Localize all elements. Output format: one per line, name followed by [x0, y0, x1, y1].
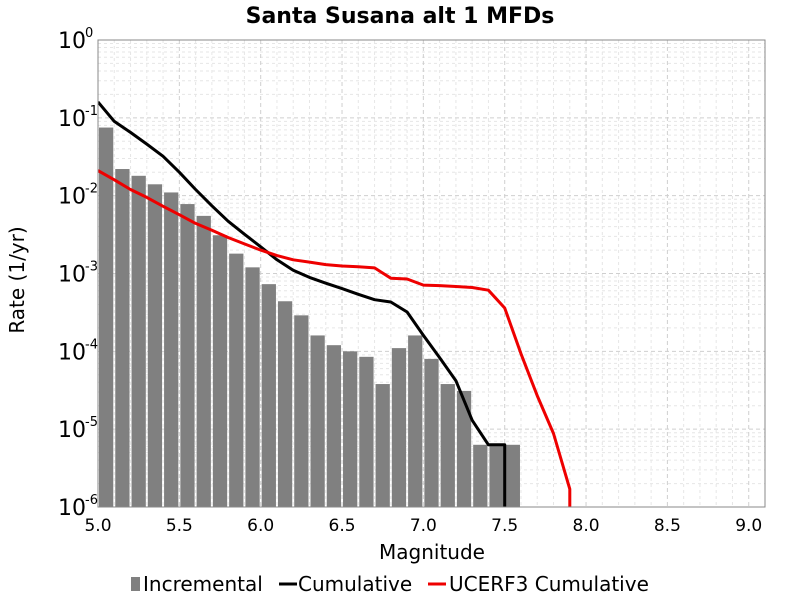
x-tick-label: 5.0: [84, 516, 111, 536]
y-tick-exponent: -4: [85, 337, 98, 352]
incremental-bar: [212, 235, 228, 507]
incremental-bar: [326, 345, 342, 507]
y-tick-exponent: -1: [85, 104, 98, 119]
ucerf3-cumulative-line: [98, 169, 572, 507]
x-tick-label: 8.0: [573, 516, 600, 536]
cumulative-line: [98, 100, 507, 507]
series-lines: [98, 100, 572, 507]
incremental-bar: [391, 348, 407, 507]
incremental-bar: [147, 184, 163, 507]
y-axis-label: Rate (1/yr): [5, 226, 29, 333]
incremental-bar: [99, 127, 114, 507]
x-tick-label: 6.5: [329, 516, 356, 536]
y-tick-exponent: -5: [85, 415, 98, 430]
legend-label-incremental: Incremental: [143, 572, 263, 596]
legend: Incremental Cumulative UCERF3 Cumulative: [131, 572, 649, 596]
incremental-bar: [310, 335, 325, 507]
x-axis-label: Magnitude: [379, 540, 485, 564]
incremental-bar: [375, 384, 390, 507]
incremental-bar: [294, 315, 309, 507]
chart-title: Santa Susana alt 1 MFDs: [246, 4, 555, 29]
incremental-bar: [180, 204, 195, 507]
x-tick-label: 7.0: [410, 516, 437, 536]
incremental-bar: [245, 267, 260, 507]
incremental-bar: [456, 390, 472, 507]
x-tick-label: 6.0: [247, 516, 274, 536]
y-tick-exponent: -2: [85, 182, 98, 197]
incremental-bar: [473, 444, 488, 507]
legend-label-ucerf3: UCERF3 Cumulative: [449, 572, 649, 596]
x-tick-label: 8.5: [654, 516, 681, 536]
x-tick-labels: 5.0 5.5 6.0 6.5 7.0 7.5 8.0 8.5 9.0: [84, 516, 762, 536]
incremental-bar: [343, 351, 358, 507]
y-tick-label: 10: [58, 496, 86, 521]
incremental-bar: [261, 284, 276, 507]
y-tick-exponent: 0: [85, 26, 93, 41]
x-tick-label: 9.0: [735, 516, 762, 536]
x-tick-label: 7.5: [491, 516, 518, 536]
incremental-bar: [489, 444, 504, 507]
y-tick-label: 10: [58, 340, 86, 365]
incremental-bars: [99, 127, 520, 507]
incremental-bar: [359, 356, 374, 507]
incremental-bar: [196, 215, 211, 507]
incremental-bar: [229, 253, 244, 507]
y-tick-label: 10: [58, 418, 86, 443]
incremental-bar: [164, 192, 179, 507]
x-tick-label: 5.5: [166, 516, 193, 536]
legend-label-cumulative: Cumulative: [298, 572, 412, 596]
incremental-bar: [424, 358, 439, 507]
incremental-bar: [131, 175, 146, 507]
incremental-bar: [505, 444, 520, 507]
incremental-bar: [440, 384, 455, 507]
y-tick-exponent: -6: [85, 493, 98, 508]
y-tick-label: 10: [58, 185, 86, 210]
y-tick-label: 10: [58, 29, 86, 54]
plot-border: [97, 39, 766, 508]
incremental-bar: [408, 335, 423, 507]
y-tick-label: 10: [58, 107, 86, 132]
y-tick-label: 10: [58, 263, 86, 288]
incremental-bar: [277, 301, 293, 507]
y-tick-exponent: -3: [85, 260, 98, 275]
incremental-bar: [115, 169, 130, 507]
legend-swatch-incremental: [131, 577, 140, 591]
